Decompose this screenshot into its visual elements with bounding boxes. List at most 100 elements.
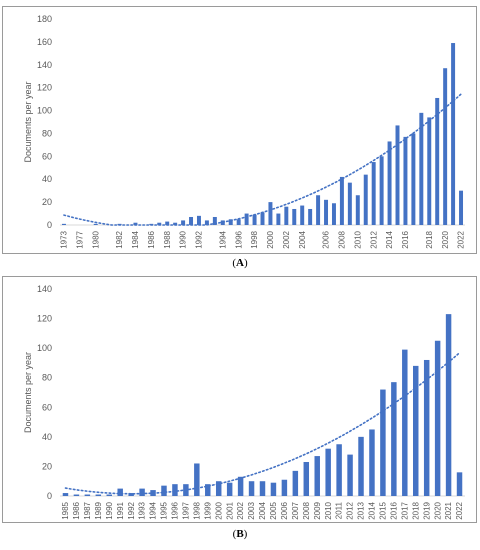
bar	[139, 488, 145, 496]
bar	[106, 494, 112, 496]
x-tick-label: 2021	[444, 501, 453, 519]
bar	[252, 214, 257, 225]
bar	[173, 222, 178, 225]
x-tick-label: 1984	[131, 230, 140, 248]
x-tick-label: 2022	[455, 501, 464, 519]
x-tick-label: 2017	[400, 501, 409, 519]
x-tick-label: 1986	[147, 230, 156, 248]
panel-a-label: A	[236, 257, 244, 269]
x-tick-label: 1991	[116, 501, 125, 519]
bar	[212, 216, 217, 225]
x-tick-label: 2012	[369, 230, 378, 248]
x-tick-label: 2004	[258, 501, 267, 519]
bar	[402, 349, 408, 496]
bar	[336, 444, 342, 496]
x-tick-label: 1996	[171, 501, 180, 519]
y-tick-label: 60	[42, 151, 52, 161]
x-tick-label: 1992	[127, 501, 136, 519]
x-tick-label: 2010	[353, 230, 362, 248]
x-tick-label: 2020	[441, 230, 450, 248]
bar	[226, 482, 233, 496]
bar	[117, 488, 123, 496]
x-tick-label: 2004	[298, 230, 307, 248]
x-tick-label: 2012	[346, 501, 355, 519]
bar	[355, 195, 360, 225]
bar	[339, 176, 344, 225]
y-tick-label: 80	[42, 128, 52, 138]
y-tick-label: 160	[37, 37, 52, 47]
bar	[459, 190, 464, 225]
bar	[292, 470, 299, 496]
bar	[331, 203, 336, 225]
bar	[228, 219, 233, 225]
bar	[248, 481, 255, 496]
bar	[194, 463, 200, 496]
panel-b-caption: (B)	[232, 528, 248, 540]
bar	[95, 494, 102, 496]
y-tick-label: 100	[37, 106, 52, 116]
bar	[189, 216, 194, 225]
panel-b-frame: Documents per year 0 20 40 60 80 100 120 140 1985…	[2, 276, 477, 523]
bar	[435, 97, 440, 225]
y-tick-label: 20	[42, 461, 52, 471]
x-tick-label: 1990	[105, 501, 114, 519]
bar	[347, 454, 353, 496]
bar	[391, 382, 397, 496]
documents-per-year-chart-b: Documents per year 0 20 40 60 80 100 120 140 1985…	[23, 284, 465, 520]
bar	[363, 174, 368, 225]
x-tick-label: 1982	[115, 230, 124, 248]
bar	[445, 314, 452, 496]
x-tick-label: 2002	[282, 230, 291, 248]
x-tick-label: 1985	[61, 501, 70, 519]
bar	[451, 43, 456, 226]
bar	[215, 481, 222, 496]
documents-per-year-chart-a: Documents per year 0 20 40 60 80 100 120 140 160 1…	[23, 14, 466, 249]
x-tick-label: 1996	[234, 230, 243, 248]
bar	[358, 436, 364, 496]
y-tick-label: 0	[47, 220, 52, 230]
x-tick-label: 2015	[379, 501, 388, 519]
bar	[292, 208, 297, 225]
bar	[61, 223, 66, 225]
x-tick-label: 2000	[266, 230, 275, 248]
bar	[270, 482, 277, 496]
bar	[62, 493, 69, 496]
bar	[165, 221, 170, 225]
x-tick-label: 2008	[302, 501, 311, 519]
bar	[161, 485, 167, 496]
bar	[300, 205, 305, 225]
x-tick-label: 2007	[291, 501, 300, 519]
bar	[380, 389, 386, 496]
y-tick-label: 180	[37, 14, 52, 24]
y-tick-label: 60	[42, 402, 52, 412]
bar	[434, 340, 441, 496]
x-tick-label: 1990	[179, 230, 188, 248]
bar	[387, 141, 392, 225]
x-tick-label: 1973	[60, 230, 69, 248]
x-tick-label: 1998	[192, 501, 201, 519]
bar	[237, 476, 244, 496]
bar	[411, 133, 416, 225]
x-tick-label: 2001	[225, 501, 234, 519]
y-axis-title: Documents per year	[23, 352, 33, 433]
bar	[395, 125, 400, 225]
bar	[93, 223, 98, 225]
x-tick-label: 2020	[433, 501, 442, 519]
bar	[324, 199, 329, 225]
bar	[379, 156, 384, 225]
panel-b-label: B	[236, 528, 244, 540]
x-tick-label: 2005	[269, 501, 278, 519]
bar	[316, 195, 321, 225]
y-tick-label: 120	[37, 314, 52, 324]
x-tick-label: 1986	[72, 501, 81, 519]
x-tick-label: 2014	[385, 230, 394, 248]
bar	[443, 68, 448, 225]
x-tick-label: 2003	[247, 501, 256, 519]
bar	[128, 493, 134, 496]
x-tick-label: 1994	[149, 501, 158, 519]
y-tick-label: 80	[42, 373, 52, 383]
x-tick-label: 1977	[75, 230, 84, 248]
x-tick-label: 1988	[163, 230, 172, 248]
x-tick-label: 2013	[357, 501, 366, 519]
x-tick-label: 2014	[368, 501, 377, 519]
